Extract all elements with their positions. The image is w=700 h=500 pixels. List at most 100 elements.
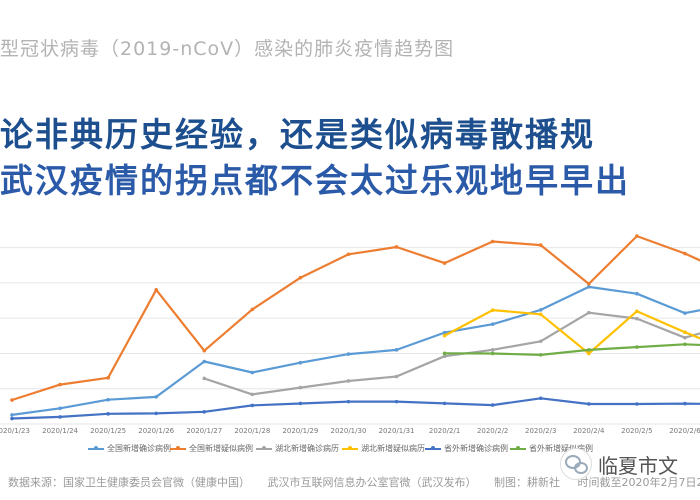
x-tick-label: 2020/2/3 [525, 427, 556, 435]
data-point [538, 353, 543, 357]
data-point [10, 416, 14, 421]
data-point [490, 351, 495, 356]
data-point [394, 348, 399, 352]
data-point [587, 402, 591, 406]
data-point [250, 370, 255, 375]
data-point [490, 403, 495, 407]
x-tick-label: 2020/1/23 [0, 427, 30, 435]
data-point [635, 291, 639, 296]
data-point [587, 348, 591, 352]
series-line [11, 235, 700, 402]
series-line [11, 285, 700, 416]
legend-label: 省外新增确诊病例 [444, 444, 508, 453]
data-point [635, 402, 639, 406]
data-point [58, 415, 62, 419]
data-point [298, 360, 303, 365]
x-tick-label: 2020/2/5 [621, 427, 652, 435]
data-point [10, 413, 14, 417]
x-tick-label: 2020/1/24 [42, 427, 78, 435]
x-tick-label: 2020/1/27 [186, 427, 222, 435]
data-point [10, 398, 14, 402]
data-point [442, 351, 447, 356]
legend-item: 湖北新增确诊病历 [256, 443, 339, 454]
data-point [635, 309, 639, 314]
data-point [538, 312, 543, 317]
data-point [442, 354, 447, 359]
data-point [106, 397, 110, 402]
data-point [442, 330, 447, 335]
source-text-4: 时间截至2020年2月7日24时 [577, 476, 700, 489]
data-point [587, 285, 591, 289]
x-tick-label: 2020/2/4 [573, 427, 605, 435]
data-point [58, 406, 62, 411]
x-tick-label: 2020/1/29 [282, 427, 318, 435]
chart-legend: 全国新增确诊病例 全国新增疑似病例 湖北新增确诊病历 湖北新增疑似病历 省外新增确诊病例… [0, 443, 700, 459]
data-point [58, 382, 62, 387]
x-tick-label: 2020/1/25 [90, 427, 126, 435]
legend-label: 湖北新增确诊病历 [275, 444, 339, 453]
data-point [394, 245, 399, 249]
data-point [587, 282, 591, 286]
data-point [490, 322, 495, 327]
data-point [635, 316, 639, 321]
wechat-icon [560, 448, 592, 480]
data-point [346, 352, 351, 356]
headline-line-2: 武汉疫情的拐点都不会太过乐观地早早出 [0, 161, 630, 200]
data-point [394, 374, 399, 379]
data-point [202, 376, 207, 381]
data-point [683, 335, 687, 340]
x-tick-label: 2020/1/31 [379, 427, 415, 435]
legend-label: 全国新增疑似病例 [189, 444, 253, 453]
data-point [154, 287, 158, 292]
legend-swatch [256, 446, 272, 450]
data-point [250, 403, 255, 408]
data-point [490, 308, 495, 312]
legend-label: 湖北新增疑似病历 [361, 444, 425, 453]
legend-swatch [170, 446, 186, 450]
data-point [442, 261, 447, 265]
data-point [298, 401, 303, 406]
x-tick-label: 2020/1/26 [138, 427, 174, 435]
legend-item: 省外新增疑似病例 [510, 443, 593, 454]
data-point [298, 275, 303, 280]
data-point [250, 392, 255, 397]
legend-item: 省外新增确诊病例 [425, 443, 508, 454]
data-point [442, 401, 447, 406]
data-point [538, 396, 543, 401]
data-point [250, 307, 255, 312]
data-point [587, 351, 591, 356]
legend-swatch [425, 446, 441, 450]
legend-item: 湖北新增疑似病历 [342, 443, 425, 454]
data-point [538, 308, 543, 312]
data-point [346, 379, 351, 383]
data-point [587, 310, 591, 315]
data-point [635, 345, 639, 349]
data-point [394, 399, 399, 404]
watermark: 临夏市文 [560, 444, 700, 484]
source-text-1: 数据来源：国家卫生健康委员会官微（健康中国） [8, 476, 250, 489]
headline-line-1: 论非典历史经验，还是类似病毒散播规 [0, 115, 595, 154]
x-tick-label: 2020/2/2 [477, 427, 508, 435]
data-point [298, 385, 303, 390]
data-point [683, 330, 687, 335]
source-text-2: 武汉市互联网信息办公室官微（武汉发布） [267, 476, 477, 489]
data-point [346, 399, 351, 404]
data-point [202, 359, 207, 364]
chart-title: 型冠状病毒（2019-nCoV）感染的肺炎疫情趋势图 [0, 38, 455, 60]
x-tick-label: 2020/2/1 [429, 427, 460, 435]
source-text-3: 制图：耕新社 [494, 476, 560, 489]
data-point [538, 243, 543, 247]
data-point [106, 412, 110, 416]
data-point [346, 252, 351, 257]
x-tick-label: 2020/1/30 [331, 427, 367, 435]
series-line [11, 397, 700, 420]
data-point [442, 333, 447, 338]
legend-swatch [88, 446, 104, 450]
x-tick-label: 2020/1/28 [234, 427, 270, 435]
data-point [538, 339, 543, 344]
data-point [202, 410, 207, 414]
data-point [683, 311, 687, 315]
data-point [490, 348, 495, 352]
series-line [444, 309, 700, 355]
